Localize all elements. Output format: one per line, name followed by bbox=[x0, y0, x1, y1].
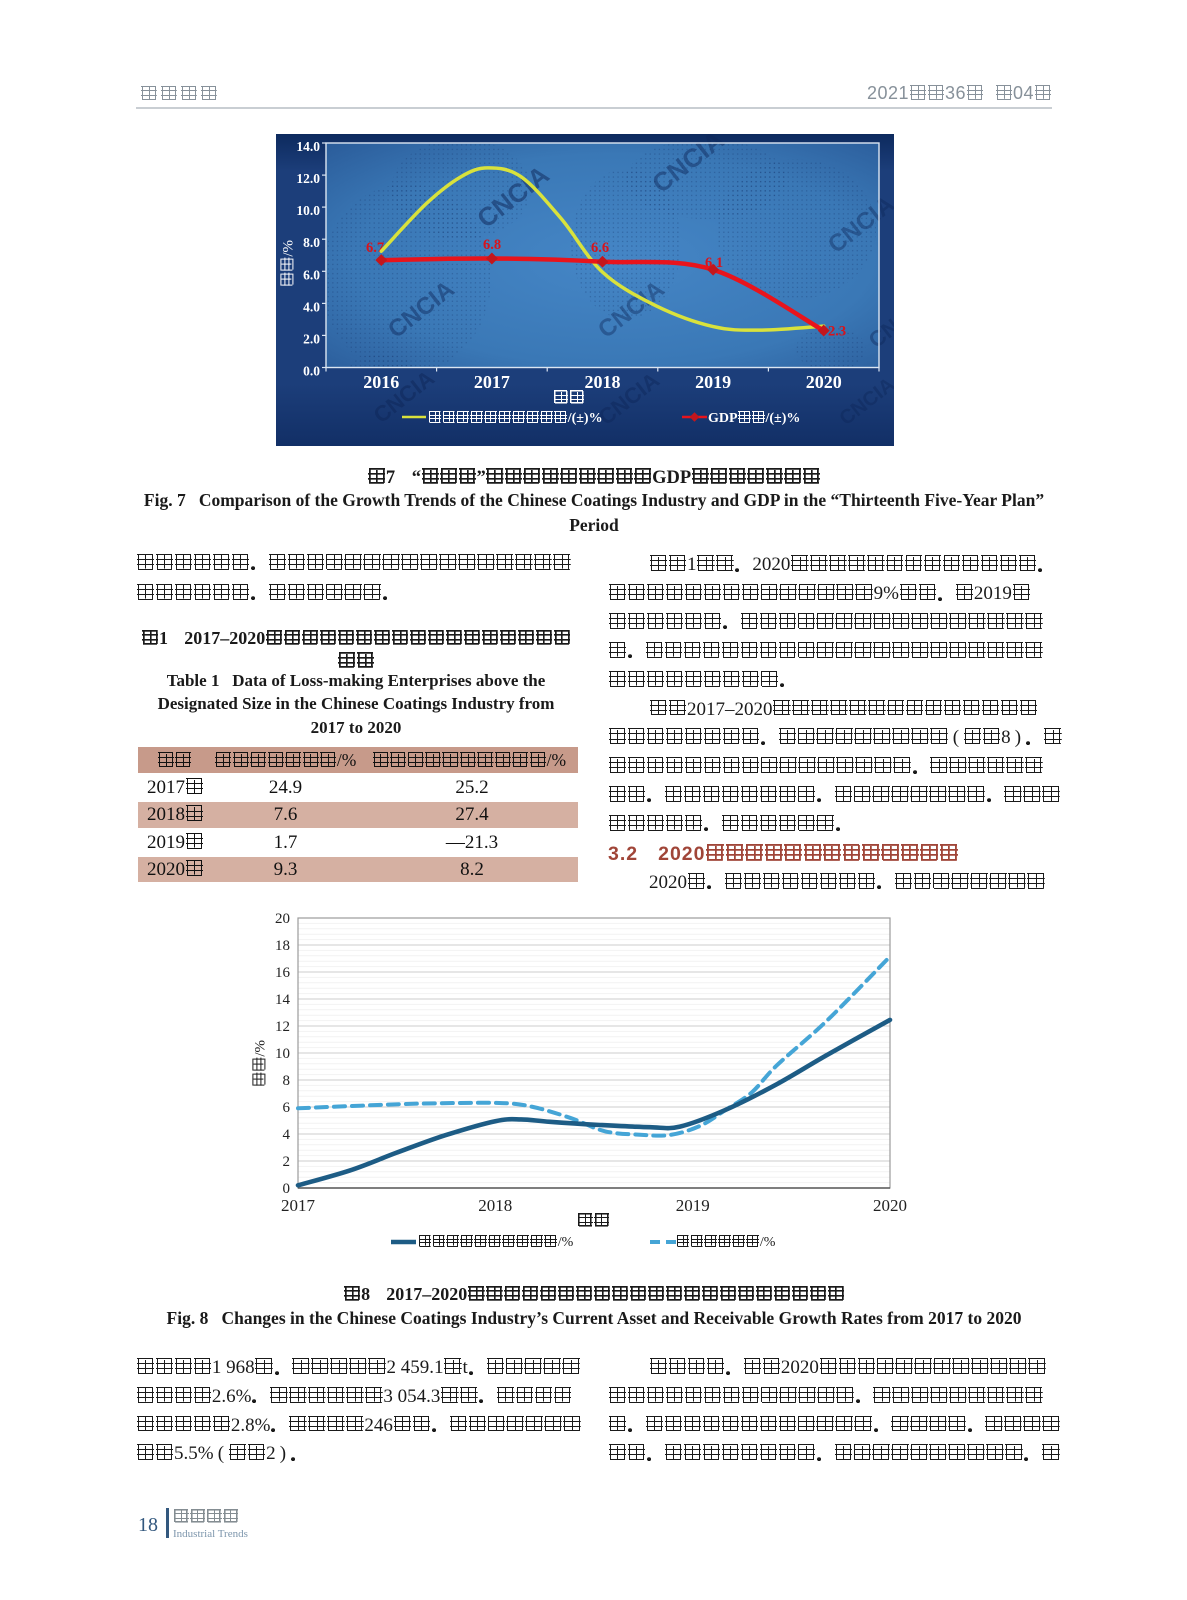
svg-text:4: 4 bbox=[283, 1127, 291, 1143]
svg-text:12: 12 bbox=[275, 1019, 290, 1035]
svg-text:20: 20 bbox=[275, 911, 290, 927]
svg-text:2017: 2017 bbox=[474, 372, 510, 392]
svg-text:2.0: 2.0 bbox=[303, 331, 320, 346]
svg-text:10: 10 bbox=[275, 1046, 290, 1062]
svg-text:18: 18 bbox=[275, 938, 290, 954]
svg-text:6.0: 6.0 bbox=[303, 267, 320, 282]
svg-text:2: 2 bbox=[283, 1154, 291, 1170]
svg-text:8.0: 8.0 bbox=[303, 235, 320, 250]
svg-text:10.0: 10.0 bbox=[296, 203, 320, 218]
svg-text:2016: 2016 bbox=[363, 372, 399, 392]
svg-text:0.0: 0.0 bbox=[303, 364, 320, 379]
svg-text:2019: 2019 bbox=[676, 1196, 710, 1215]
svg-text:12.0: 12.0 bbox=[296, 171, 320, 186]
svg-text:6.7: 6.7 bbox=[366, 240, 384, 256]
svg-text:16: 16 bbox=[275, 965, 291, 981]
svg-text:6.6: 6.6 bbox=[591, 240, 609, 256]
svg-text:6: 6 bbox=[283, 1100, 291, 1116]
svg-text:8: 8 bbox=[283, 1073, 291, 1089]
svg-text:2019: 2019 bbox=[695, 372, 731, 392]
svg-text:14.0: 14.0 bbox=[296, 139, 320, 154]
svg-text:2020: 2020 bbox=[873, 1196, 907, 1215]
svg-text:14: 14 bbox=[275, 992, 291, 1008]
svg-text:4.0: 4.0 bbox=[303, 299, 320, 314]
svg-text:2.3: 2.3 bbox=[828, 324, 846, 340]
svg-text:2018: 2018 bbox=[478, 1196, 512, 1215]
svg-text:6.8: 6.8 bbox=[483, 237, 501, 253]
svg-text:2018: 2018 bbox=[585, 372, 621, 392]
svg-text:2017: 2017 bbox=[281, 1196, 316, 1215]
svg-text:0: 0 bbox=[283, 1181, 291, 1197]
svg-text:2020: 2020 bbox=[806, 372, 842, 392]
